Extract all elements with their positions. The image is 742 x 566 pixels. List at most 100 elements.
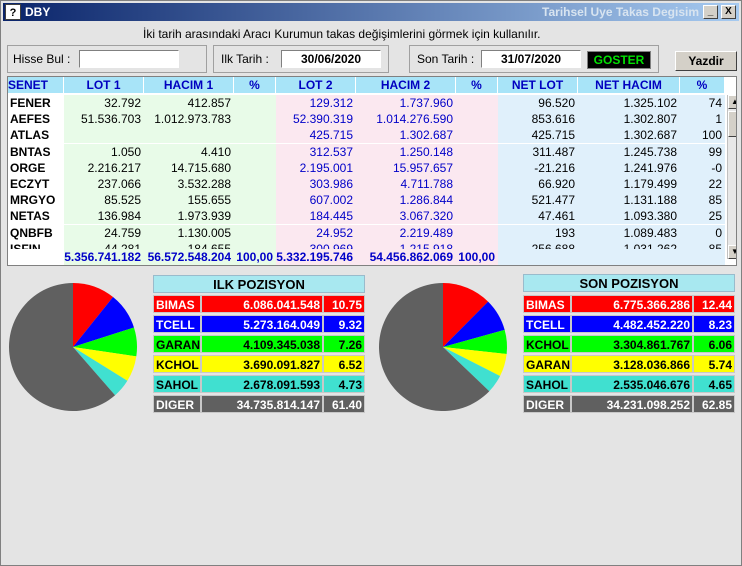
ticker-cell[interactable]: ATLAS <box>8 127 64 144</box>
table-cell[interactable]: 1.014.276.590 <box>356 111 456 128</box>
column-header[interactable]: NET LOT <box>498 77 578 93</box>
table-cell[interactable]: 521.477 <box>498 192 578 209</box>
table-cell[interactable] <box>234 143 276 160</box>
table-cell[interactable]: 1.973.939 <box>144 208 234 225</box>
ticker-cell[interactable]: AEFES <box>8 111 64 128</box>
table-cell[interactable]: -21.216 <box>498 159 578 176</box>
table-cell[interactable]: 1.050 <box>64 143 144 160</box>
table-cell[interactable] <box>456 143 498 160</box>
table-cell[interactable]: 1.179.499 <box>578 176 680 192</box>
table-cell[interactable]: 47.461 <box>498 208 578 225</box>
table-cell[interactable]: 184.445 <box>276 208 356 225</box>
table-cell[interactable]: 1.089.483 <box>578 224 680 241</box>
table-cell[interactable]: -0 <box>680 159 725 176</box>
table-cell[interactable]: 607.002 <box>276 192 356 209</box>
column-header[interactable]: LOT 1 <box>64 77 144 93</box>
table-cell[interactable]: 52.390.319 <box>276 111 356 128</box>
table-cell[interactable]: 25 <box>680 208 725 225</box>
table-cell[interactable]: 136.984 <box>64 208 144 225</box>
table-cell[interactable]: 1.302.687 <box>356 127 456 144</box>
column-header[interactable]: % <box>456 77 498 93</box>
table-cell[interactable]: 100 <box>680 127 725 144</box>
ticker-cell[interactable]: FENER <box>8 95 64 111</box>
table-cell[interactable]: 853.616 <box>498 111 578 128</box>
column-header[interactable]: LOT 2 <box>276 77 356 93</box>
table-cell[interactable]: 312.537 <box>276 143 356 160</box>
table-cell[interactable]: 155.655 <box>144 192 234 209</box>
table-cell[interactable]: 99 <box>680 143 725 160</box>
goster-button[interactable]: GOSTER <box>587 51 651 69</box>
table-cell[interactable] <box>234 176 276 192</box>
ticker-cell[interactable]: MRGYO <box>8 192 64 209</box>
table-cell[interactable]: 1.250.148 <box>356 143 456 160</box>
table-cell[interactable]: 4.711.788 <box>356 176 456 192</box>
table-cell[interactable]: 1.245.738 <box>578 143 680 160</box>
table-cell[interactable]: 1.325.102 <box>578 95 680 111</box>
table-cell[interactable]: 66.920 <box>498 176 578 192</box>
table-cell[interactable]: 412.857 <box>144 95 234 111</box>
table-cell[interactable] <box>456 208 498 225</box>
table-cell[interactable] <box>234 159 276 176</box>
table-cell[interactable] <box>234 208 276 225</box>
table-cell[interactable] <box>234 224 276 241</box>
table-cell[interactable]: 85.525 <box>64 192 144 209</box>
table-cell[interactable] <box>234 192 276 209</box>
minimize-button[interactable]: _ <box>703 5 718 19</box>
table-cell[interactable]: 24.759 <box>64 224 144 241</box>
column-header[interactable]: NET HACIM <box>578 77 680 93</box>
ticker-cell[interactable]: ECZYT <box>8 176 64 192</box>
table-cell[interactable]: 2.216.217 <box>64 159 144 176</box>
ticker-cell[interactable]: QNBFB <box>8 224 64 241</box>
table-cell[interactable] <box>456 176 498 192</box>
table-cell[interactable]: 1.302.807 <box>578 111 680 128</box>
table-cell[interactable] <box>456 192 498 209</box>
table-cell[interactable] <box>456 224 498 241</box>
table-cell[interactable]: 237.066 <box>64 176 144 192</box>
table-cell[interactable]: 193 <box>498 224 578 241</box>
table-cell[interactable]: 425.715 <box>276 127 356 144</box>
table-cell[interactable]: 303.986 <box>276 176 356 192</box>
close-button[interactable]: X <box>721 5 736 19</box>
table-cell[interactable] <box>234 111 276 128</box>
column-header[interactable]: HACIM 2 <box>356 77 456 93</box>
system-menu-icon[interactable]: ? <box>5 4 21 20</box>
table-cell[interactable]: 14.715.680 <box>144 159 234 176</box>
table-cell[interactable]: 96.520 <box>498 95 578 111</box>
table-cell[interactable]: 74 <box>680 95 725 111</box>
column-header[interactable]: % <box>680 77 725 93</box>
start-date-field[interactable]: 30/06/2020 <box>281 50 381 68</box>
scroll-up-arrow-icon[interactable]: ▲ <box>728 95 736 109</box>
table-cell[interactable]: 32.792 <box>64 95 144 111</box>
table-cell[interactable]: 15.957.657 <box>356 159 456 176</box>
table-cell[interactable]: 1.131.188 <box>578 192 680 209</box>
table-cell[interactable]: 311.487 <box>498 143 578 160</box>
ticker-cell[interactable]: BNTAS <box>8 143 64 160</box>
table-cell[interactable]: 425.715 <box>498 127 578 144</box>
table-cell[interactable]: 3.067.320 <box>356 208 456 225</box>
table-cell[interactable]: 2.195.001 <box>276 159 356 176</box>
search-input[interactable] <box>79 50 179 68</box>
table-cell[interactable]: 0 <box>680 224 725 241</box>
table-cell[interactable]: 1.093.380 <box>578 208 680 225</box>
table-cell[interactable] <box>456 111 498 128</box>
table-cell[interactable]: 22 <box>680 176 725 192</box>
table-cell[interactable] <box>456 95 498 111</box>
table-cell[interactable] <box>234 127 276 144</box>
table-cell[interactable] <box>144 127 234 144</box>
table-cell[interactable] <box>64 127 144 144</box>
table-cell[interactable]: 4.410 <box>144 143 234 160</box>
ticker-cell[interactable]: NETAS <box>8 208 64 225</box>
table-cell[interactable]: 2.219.489 <box>356 224 456 241</box>
table-cell[interactable]: 1.302.687 <box>578 127 680 144</box>
table-cell[interactable]: 1.241.976 <box>578 159 680 176</box>
column-header[interactable]: SENET <box>8 77 64 93</box>
print-button[interactable]: Yazdir <box>675 51 737 71</box>
end-date-field[interactable]: 31/07/2020 <box>481 50 581 68</box>
table-cell[interactable] <box>456 127 498 144</box>
table-cell[interactable] <box>456 159 498 176</box>
title-bar[interactable]: ? DBY Tarihsel Uye Takas Degisim _ X <box>3 3 739 21</box>
table-cell[interactable]: 1.737.960 <box>356 95 456 111</box>
table-cell[interactable]: 1.130.005 <box>144 224 234 241</box>
table-cell[interactable]: 1.286.844 <box>356 192 456 209</box>
